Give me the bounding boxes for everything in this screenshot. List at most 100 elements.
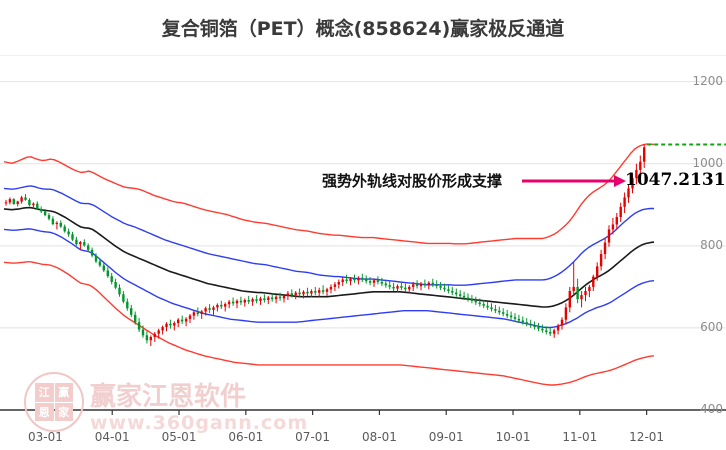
candle-body: [580, 295, 583, 300]
page-title: 复合铜箔（PET）概念(858624)赢家极反通道: [161, 18, 565, 40]
candle-body: [231, 301, 235, 304]
candle-body: [427, 282, 430, 286]
candle-body: [220, 304, 223, 307]
candle-body: [541, 328, 544, 331]
x-axis-tick-10-01: 10-01: [495, 430, 531, 444]
candle-body: [239, 300, 243, 303]
chart-canvas[interactable]: [0, 55, 726, 415]
candle-body: [169, 323, 172, 326]
candle-body: [20, 197, 23, 202]
candle-body: [431, 282, 434, 285]
candle-body: [196, 312, 199, 314]
candle-body: [412, 284, 415, 287]
candle-body: [314, 291, 317, 293]
candle-body: [98, 261, 102, 266]
candle-body: [79, 242, 82, 245]
axis-lines: [0, 55, 726, 415]
candle-body: [357, 277, 360, 281]
candle-body: [75, 239, 78, 245]
x-axis-labels: 03-01 04-01 05-01 06-01 07-01 08-01 09-01 10-01…: [0, 424, 726, 444]
candle-body: [208, 308, 211, 310]
candle-body: [247, 300, 250, 302]
channel-line: [3, 143, 655, 245]
candle-body: [59, 222, 62, 227]
candle-body: [607, 229, 611, 243]
candle-body: [177, 319, 180, 323]
candle-body: [145, 335, 149, 341]
candle-body: [67, 231, 70, 235]
candle-body: [404, 287, 407, 290]
candle-body: [400, 286, 403, 288]
candle-body: [329, 286, 333, 290]
candle-body: [474, 300, 477, 303]
candlestick-series: [4, 144, 646, 346]
candle-body: [451, 291, 454, 293]
candle-body: [243, 300, 246, 303]
candle-body: [212, 307, 215, 310]
channel-band-lines: [3, 143, 655, 386]
candle-body: [36, 203, 39, 209]
candle-body: [525, 322, 528, 324]
candle-body: [224, 304, 227, 307]
candle-body: [592, 276, 595, 287]
candle-body: [267, 297, 270, 300]
candle-body: [4, 202, 8, 204]
candle-body: [361, 277, 364, 280]
candle-body: [134, 314, 137, 323]
candle-body: [153, 333, 156, 337]
current-price-callout: 1047.2131: [625, 170, 726, 190]
candle-body: [106, 270, 109, 277]
candle-body: [396, 286, 399, 289]
candle-body: [227, 301, 231, 305]
y-axis-tick-600: 600: [700, 319, 723, 334]
x-axis-tick-09-01: 09-01: [428, 430, 464, 444]
y-axis-tick-1200: 1200: [692, 73, 723, 88]
candle-body: [459, 294, 462, 296]
candle-body: [173, 323, 176, 326]
candle-body: [87, 245, 90, 250]
chart-plot-area[interactable]: 1200 1000 800 600 400: [0, 55, 726, 415]
candle-body: [255, 299, 258, 301]
y-axis-tick-400: 400: [700, 402, 723, 416]
candle-body: [478, 302, 481, 305]
candle-body: [466, 297, 470, 300]
candle-body: [533, 325, 536, 328]
candle-body: [149, 336, 152, 341]
annotation-arrow-icon: [522, 175, 626, 187]
candle-body: [63, 226, 66, 232]
candle-body: [505, 314, 509, 316]
candle-body: [47, 215, 51, 219]
candle-body: [130, 308, 133, 315]
candle-body: [576, 286, 579, 300]
candle-body: [415, 284, 419, 286]
candle-body: [32, 203, 35, 206]
candle-body: [392, 286, 395, 289]
y-axis-tick-800: 800: [700, 237, 723, 252]
candle-body: [298, 292, 301, 295]
x-axis-tick-05-01: 05-01: [161, 430, 197, 444]
candle-body: [161, 327, 164, 331]
candle-body: [325, 289, 329, 292]
candle-body: [274, 296, 278, 300]
candle-body: [333, 284, 337, 287]
candle-body: [529, 323, 532, 326]
candle-body: [251, 299, 254, 302]
candle-body: [294, 292, 297, 296]
candle-body: [509, 315, 513, 318]
candle-body: [462, 295, 466, 298]
candle-body: [408, 286, 411, 290]
candle-body: [90, 249, 94, 256]
candle-body: [306, 291, 309, 294]
candle-body: [321, 290, 325, 292]
candle-body: [157, 330, 160, 334]
candle-body: [263, 298, 266, 300]
candle-body: [372, 280, 376, 283]
candle-body: [216, 304, 219, 308]
grid-lines: [0, 81, 726, 411]
candle-body: [188, 315, 192, 319]
candle-body: [643, 147, 646, 162]
candle-body: [639, 161, 642, 170]
candle-body: [482, 304, 485, 306]
candle-body: [318, 290, 321, 293]
candle-body: [384, 283, 387, 286]
